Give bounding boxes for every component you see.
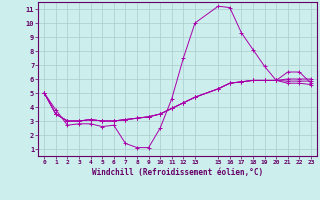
X-axis label: Windchill (Refroidissement éolien,°C): Windchill (Refroidissement éolien,°C): [92, 168, 263, 177]
